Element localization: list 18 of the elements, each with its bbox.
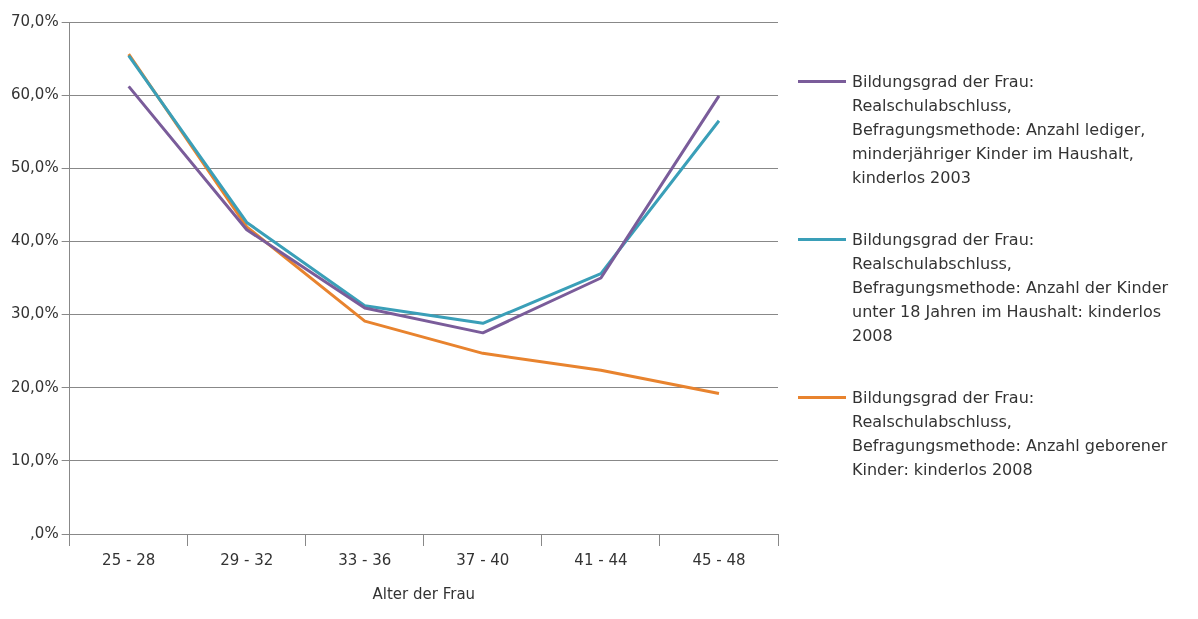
y-tick-label: 50,0% xyxy=(11,158,59,177)
x-tick-label: 29 - 32 xyxy=(220,550,274,569)
legend-label: Bildungsgrad der Frau: Realschulabschluss, Befragungsmethode: Anzahl geborener Kinder: kinderlos 2008 xyxy=(852,387,1169,481)
y-tick-label: 60,0% xyxy=(11,85,59,104)
x-tick-label: 33 - 36 xyxy=(338,550,392,569)
y-tick-label: 70,0% xyxy=(11,11,59,30)
y-tick-label: 10,0% xyxy=(11,450,59,469)
y-tick-label: ,0% xyxy=(30,523,59,542)
x-tick-label: 41 - 44 xyxy=(574,550,628,569)
y-tick-label: 40,0% xyxy=(11,231,59,250)
x-axis-title: Alter der Frau xyxy=(372,584,476,603)
legend-label: Bildungsgrad der Frau: Realschulabschluss, Befragungsmethode: Anzahl lediger, minderjähriger Kinder im Haushalt, kinderlos 2003 xyxy=(852,71,1147,189)
x-tick-label: 45 - 48 xyxy=(692,550,746,569)
legend-label: Bildungsgrad der Frau: Realschulabschluss, Befragungsmethode: Anzahl der Kinder unter 18 Jahren im Haushalt: kinderlos 2008 xyxy=(852,229,1170,347)
y-tick-label: 30,0% xyxy=(11,304,59,323)
x-tick-label: 37 - 40 xyxy=(456,550,510,569)
x-tick-label: 25 - 28 xyxy=(102,550,156,569)
y-tick-label: 20,0% xyxy=(11,377,59,396)
